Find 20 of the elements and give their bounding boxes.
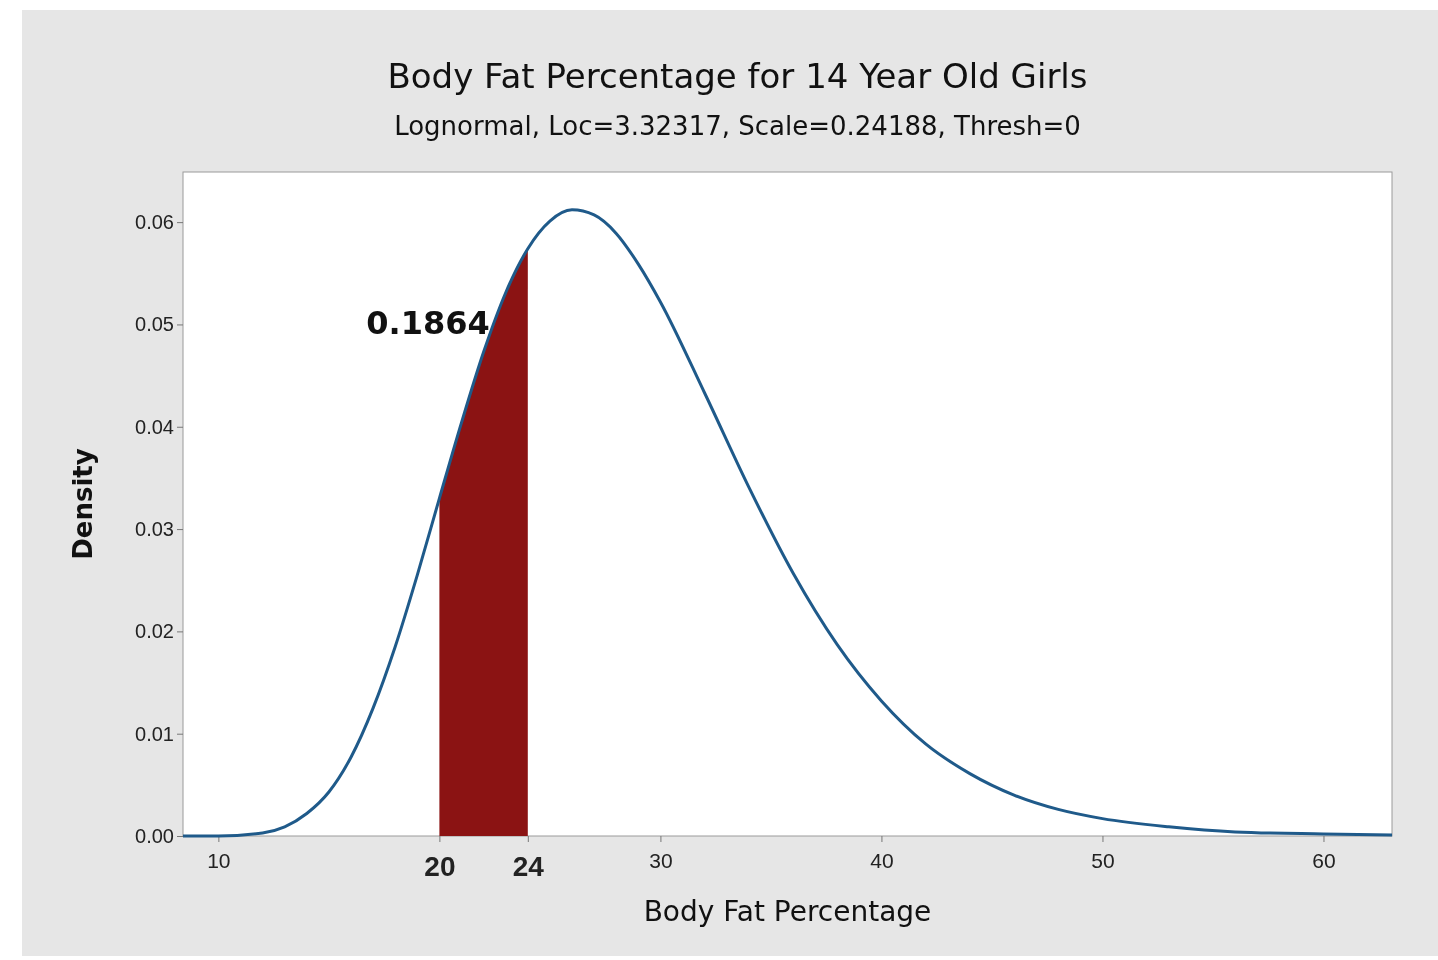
annotation: 0.1864 <box>366 304 490 342</box>
y-axis-title: Density <box>68 448 98 560</box>
chart-title: Body Fat Percentage for 14 Year Old Girls <box>387 56 1088 96</box>
y-tick-label: 0.03 <box>135 517 174 540</box>
x-tick-label: 24 <box>512 850 545 882</box>
x-tick-label: 10 <box>207 849 231 873</box>
y-tick-label: 0.04 <box>135 415 174 438</box>
y-tick-label: 0.00 <box>135 824 174 847</box>
y-tick-label: 0.01 <box>135 722 174 745</box>
x-tick-label: 50 <box>1091 849 1115 873</box>
x-tick-label: 60 <box>1312 849 1336 873</box>
x-axis-title: Body Fat Percentage <box>643 895 932 928</box>
y-tick-label: 0.05 <box>135 313 174 336</box>
chart-subtitle: Lognormal, Loc=3.32317, Scale=0.24188, Thresh=0 <box>394 111 1081 141</box>
x-tick-label: 30 <box>649 849 673 873</box>
y-tick-label: 0.06 <box>135 211 174 234</box>
line-series <box>181 208 1394 838</box>
y-tick-label: 0.02 <box>135 620 174 643</box>
x-tick-label: 20 <box>424 850 456 882</box>
x-tick-label: 40 <box>870 849 894 873</box>
